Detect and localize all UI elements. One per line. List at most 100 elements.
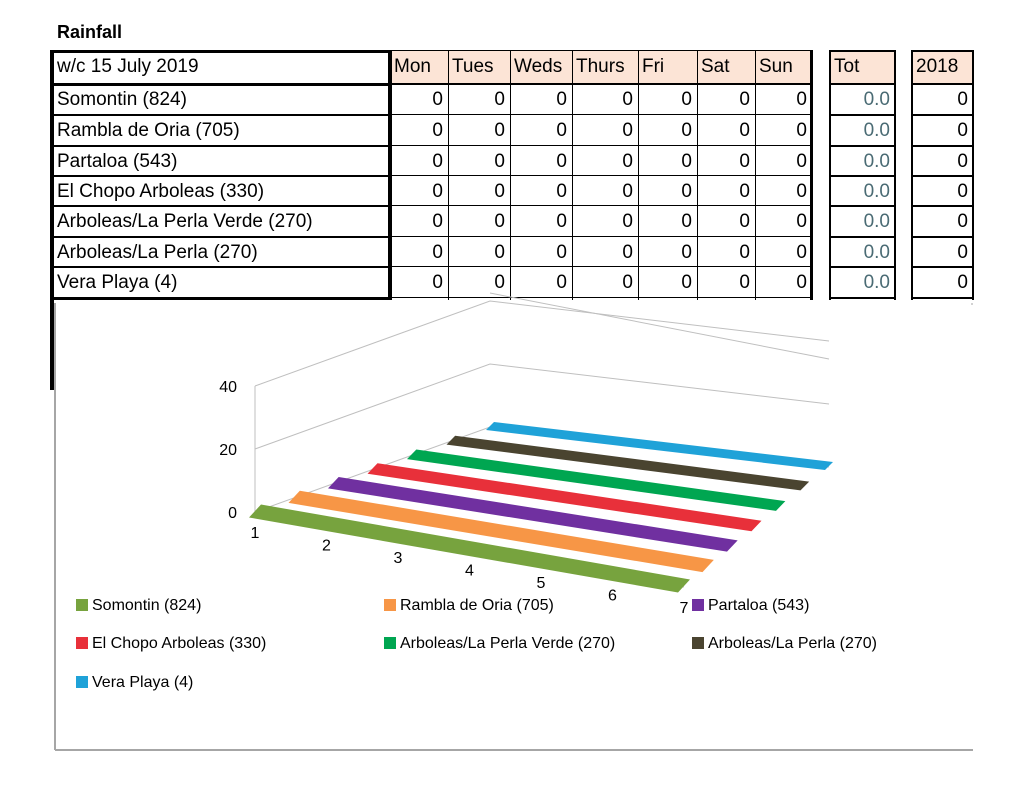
- series-ribbon: [486, 422, 833, 470]
- rain-value: 0: [739, 181, 750, 202]
- table-vline: [755, 50, 756, 300]
- table-hline: [912, 50, 974, 52]
- table-hline: [51, 114, 392, 116]
- legend-item: Partaloa (543): [692, 596, 809, 616]
- legend-label: Arboleas/La Perla (270): [708, 635, 877, 652]
- table-hline: [390, 83, 812, 85]
- rain-value: 0: [681, 89, 692, 110]
- prev-year-value: 0: [957, 242, 968, 263]
- table-hline: [51, 145, 392, 147]
- table-hline: [912, 145, 974, 147]
- rain-value: 0: [494, 89, 505, 110]
- table-hline: [51, 205, 392, 207]
- day-header: Sun: [759, 56, 793, 77]
- year-header: 2018: [916, 56, 959, 77]
- rain-value: 0: [432, 181, 443, 202]
- rain-value: 0: [432, 89, 443, 110]
- series-ribbon: [249, 504, 690, 593]
- legend-item: Somontin (824): [76, 596, 201, 616]
- legend-swatch: [384, 598, 396, 611]
- rain-value: 0: [622, 181, 633, 202]
- rain-value: 0: [681, 151, 692, 172]
- rain-value: 0: [494, 151, 505, 172]
- legend-item: Rambla de Oria (705): [384, 596, 554, 616]
- legend-swatch: [76, 598, 88, 611]
- table-hline: [912, 175, 974, 177]
- rain-value: 0: [556, 242, 567, 263]
- rain-value: 0: [739, 211, 750, 232]
- y-tick-label: 0: [228, 505, 237, 522]
- table-vline: [510, 50, 511, 300]
- rain-value: 0: [796, 89, 807, 110]
- table-vline: [894, 50, 896, 300]
- legend-label: Vera Playa (4): [92, 674, 194, 691]
- day-header: Fri: [642, 56, 665, 77]
- rain-value: 0: [739, 120, 750, 141]
- table-hline: [830, 114, 896, 116]
- week-label: w/c 15 July 2019: [57, 56, 199, 77]
- year-header-bg: [912, 51, 973, 83]
- rain-value: 0: [432, 242, 443, 263]
- legend-swatch: [76, 675, 88, 688]
- table-hline: [390, 297, 812, 298]
- legend-item: Arboleas/La Perla (270): [692, 634, 877, 654]
- legend-label: Somontin (824): [92, 597, 202, 614]
- rain-value: 0: [494, 120, 505, 141]
- table-hline: [830, 83, 896, 85]
- rain-value: 0: [796, 242, 807, 263]
- legend-swatch: [692, 636, 704, 649]
- rain-value: 0: [556, 89, 567, 110]
- legend-label: Partaloa (543): [708, 597, 810, 614]
- rain-value: 0: [556, 211, 567, 232]
- day-header-bg: [755, 51, 812, 83]
- total-value: 0.0: [863, 151, 890, 172]
- rain-value: 0: [739, 151, 750, 172]
- day-header-bg: [390, 51, 448, 83]
- rain-value: 0: [432, 211, 443, 232]
- gridline: [254, 300, 830, 387]
- table-hline: [390, 50, 812, 51]
- station-name: Vera Playa (4): [57, 272, 178, 293]
- table-vline: [638, 50, 639, 300]
- rain-value: 0: [622, 89, 633, 110]
- station-name: Arboleas/La Perla (270): [57, 242, 258, 263]
- station-name: El Chopo Arboleas (330): [57, 181, 265, 202]
- prev-year-value: 0: [957, 120, 968, 141]
- rain-value: 0: [796, 211, 807, 232]
- table-hline: [390, 236, 812, 237]
- rain-value: 0: [739, 242, 750, 263]
- x-tick-label: 5: [537, 575, 546, 592]
- table-vline: [572, 50, 573, 300]
- day-header: Thurs: [576, 56, 625, 77]
- table-hline: [390, 145, 812, 146]
- table-vline: [448, 50, 449, 300]
- table-hline: [912, 236, 974, 238]
- y-tick-label: 40: [219, 379, 237, 396]
- rain-value: 0: [622, 151, 633, 172]
- rain-value: 0: [494, 211, 505, 232]
- series-ribbon: [288, 490, 714, 573]
- table-vline: [388, 50, 392, 300]
- table-hline: [390, 175, 812, 176]
- table-vline: [697, 50, 698, 300]
- table-hline: [51, 175, 392, 177]
- rain-value: 0: [622, 120, 633, 141]
- rain-value: 0: [796, 151, 807, 172]
- total-value: 0.0: [863, 181, 890, 202]
- gridline: [254, 363, 830, 450]
- total-value: 0.0: [863, 120, 890, 141]
- table-hline: [51, 297, 392, 300]
- table-hline: [912, 205, 974, 207]
- table-vline: [829, 50, 831, 300]
- x-tick-label: 2: [322, 538, 331, 555]
- total-value: 0.0: [863, 89, 890, 110]
- table-hline: [390, 205, 812, 206]
- station-name: Arboleas/La Perla Verde (270): [57, 211, 313, 232]
- rain-value: 0: [432, 120, 443, 141]
- rain-value: 0: [622, 272, 633, 293]
- day-header: Sat: [701, 56, 730, 77]
- legend-swatch: [384, 636, 396, 649]
- station-name: Somontin (824): [57, 89, 187, 110]
- rain-value: 0: [494, 242, 505, 263]
- day-header-bg: [448, 51, 510, 83]
